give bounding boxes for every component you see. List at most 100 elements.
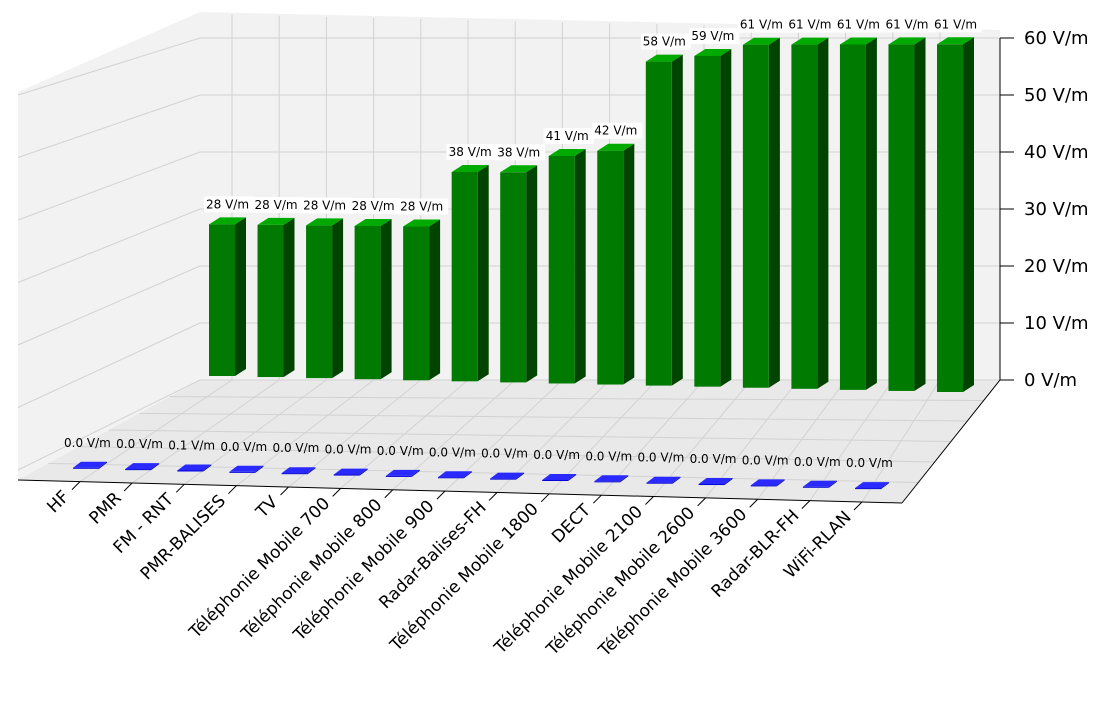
bar-series-1 <box>500 165 538 383</box>
bar-series-1 <box>694 49 732 387</box>
bar-side <box>203 464 212 472</box>
bar-series-0 <box>73 461 107 469</box>
floor-depth-line <box>169 396 984 401</box>
bar-top <box>888 37 926 45</box>
x-tick <box>801 500 811 509</box>
z-tick-label: 20 V/m <box>1024 256 1089 277</box>
bar-front <box>888 44 915 391</box>
bar-series-1 <box>257 217 295 378</box>
data-label-series-1: 28 V/m <box>352 199 395 213</box>
bar-top <box>694 49 732 56</box>
bar-side <box>359 468 368 476</box>
bar-front <box>839 44 866 390</box>
z-tick-label: 60 V/m <box>1024 28 1089 49</box>
data-label-series-0: 0.0 V/m <box>325 443 372 457</box>
data-label-series-1: 61 V/m <box>934 17 977 31</box>
bar-top <box>839 37 877 45</box>
bar-side <box>914 37 926 391</box>
data-label-series-0: 0.0 V/m <box>116 437 163 451</box>
bar-side <box>411 469 420 477</box>
bar-series-1 <box>209 217 246 376</box>
depth-axis-line <box>901 379 1001 504</box>
x-tick <box>488 492 498 501</box>
bar-front <box>209 224 235 376</box>
bar-series-0 <box>855 482 889 490</box>
x-tick <box>228 485 237 495</box>
bar-side <box>817 37 829 389</box>
data-label-series-0: 0.0 V/m <box>637 451 684 465</box>
bar-top <box>306 218 344 226</box>
bar-front <box>257 224 284 378</box>
bar-series-1 <box>354 219 392 380</box>
data-label-bg <box>932 16 982 33</box>
data-label-series-0: 0.0 V/m <box>585 449 632 463</box>
bar-series-0 <box>125 463 160 471</box>
bar-top <box>385 469 420 476</box>
bar-front <box>645 61 672 386</box>
bar-side <box>865 37 877 390</box>
bar-top <box>742 37 780 45</box>
bar-series-1 <box>597 143 635 385</box>
data-label-series-0: 0.0 V/m <box>220 440 267 454</box>
bar-side <box>828 480 837 488</box>
bar-front <box>437 477 464 479</box>
left-grid-line <box>17 94 201 158</box>
data-label-series-1: 28 V/m <box>400 200 443 214</box>
data-label-bg <box>301 197 352 214</box>
x-tick <box>332 488 342 497</box>
bar-side <box>620 475 629 483</box>
bar-series-1 <box>403 219 441 381</box>
bar-front <box>646 482 673 484</box>
data-label-bg <box>252 196 303 213</box>
bar-top <box>209 217 246 225</box>
bar-front <box>500 172 527 383</box>
data-label-bg <box>495 144 546 161</box>
bar-series-0 <box>437 471 472 479</box>
data-label-series-0: 0.0 V/m <box>533 448 580 462</box>
bar-series-0 <box>490 472 525 480</box>
floor-pane <box>18 380 1000 503</box>
data-label-series-1: 61 V/m <box>837 17 880 31</box>
data-label-bg <box>349 197 400 214</box>
bar-front <box>333 474 360 476</box>
bar-top <box>645 54 683 62</box>
left-grid-line <box>17 208 201 283</box>
bar-side <box>881 482 889 490</box>
data-label-series-1: 38 V/m <box>449 145 492 159</box>
z-tick-label: 50 V/m <box>1024 85 1089 106</box>
data-label-series-1: 58 V/m <box>643 35 686 49</box>
floor-depth-line <box>139 412 968 422</box>
data-label-bg <box>737 16 788 33</box>
bar-series-1 <box>548 149 586 384</box>
bar-series-0 <box>229 465 264 473</box>
bar-series-1 <box>451 165 489 382</box>
bar-front <box>490 478 517 480</box>
bar-top <box>73 461 107 468</box>
category-label: TV <box>252 492 283 523</box>
bar-series-1 <box>645 54 683 386</box>
bar-side <box>720 49 732 387</box>
bar-series-0 <box>177 464 212 472</box>
bar-series-1 <box>791 37 829 389</box>
x-tick <box>436 490 446 500</box>
bar-top <box>646 476 681 483</box>
data-label-series-0: 0.0 V/m <box>429 445 476 459</box>
x-tick <box>540 493 550 503</box>
bar-top <box>802 480 837 487</box>
data-label-bg <box>592 122 643 139</box>
bar-front <box>855 488 881 490</box>
bar-top <box>281 467 316 474</box>
bar-front <box>548 155 575 384</box>
data-label-bg <box>398 198 449 215</box>
bar-top <box>229 465 264 472</box>
bar-top <box>548 149 586 156</box>
bar-front <box>791 44 818 389</box>
bar-top <box>451 165 489 172</box>
left-grid-line <box>17 151 201 221</box>
bar-top <box>594 475 629 482</box>
bar-side <box>776 479 785 487</box>
bar-series-0 <box>802 480 837 488</box>
data-label-series-1: 28 V/m <box>255 198 298 212</box>
bar-front <box>597 150 624 385</box>
